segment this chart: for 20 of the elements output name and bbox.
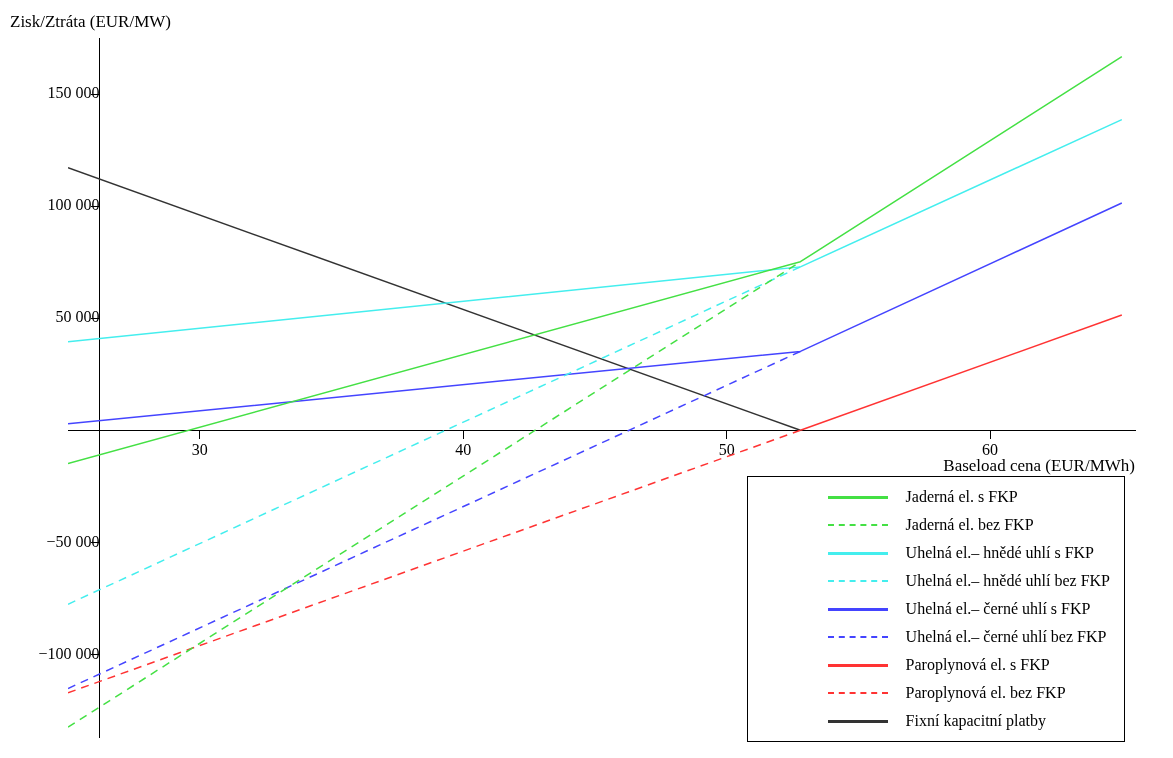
x-axis-title: Baseload cena (EUR/MWh) bbox=[943, 456, 1135, 476]
legend-label: Jaderná el. s FKP bbox=[905, 488, 1018, 506]
legend-label: Uhelná el.– hnědé uhlí s FKP bbox=[905, 544, 1095, 562]
legend-label: Uhelná el.– černé uhlí bez FKP bbox=[905, 628, 1107, 646]
legend-label: Uhelná el.– černé uhlí s FKP bbox=[905, 600, 1091, 618]
y-tick-label: −100 000 bbox=[38, 644, 100, 662]
legend-label: Fixní kapacitní platby bbox=[905, 712, 1047, 730]
y-tick-label: −50 000 bbox=[46, 532, 100, 550]
y-tick-label: 50 000 bbox=[55, 308, 100, 326]
x-tick-label: 30 bbox=[191, 441, 208, 459]
x-tick-label: 60 bbox=[982, 441, 999, 459]
x-tick-label: 40 bbox=[455, 441, 472, 459]
legend-label: Paroplynová el. bez FKP bbox=[905, 684, 1066, 702]
legend-label: Jaderná el. bez FKP bbox=[905, 516, 1034, 534]
y-tick-label: 100 000 bbox=[47, 196, 100, 214]
legend-label: Paroplynová el. s FKP bbox=[905, 656, 1050, 674]
y-axis-title: Zisk/Ztráta (EUR/MW) bbox=[10, 11, 171, 31]
x-tick-label: 50 bbox=[718, 441, 735, 459]
y-tick-label: 150 000 bbox=[47, 84, 100, 102]
legend-label: Uhelná el.– hnědé uhlí bez FKP bbox=[905, 572, 1110, 590]
